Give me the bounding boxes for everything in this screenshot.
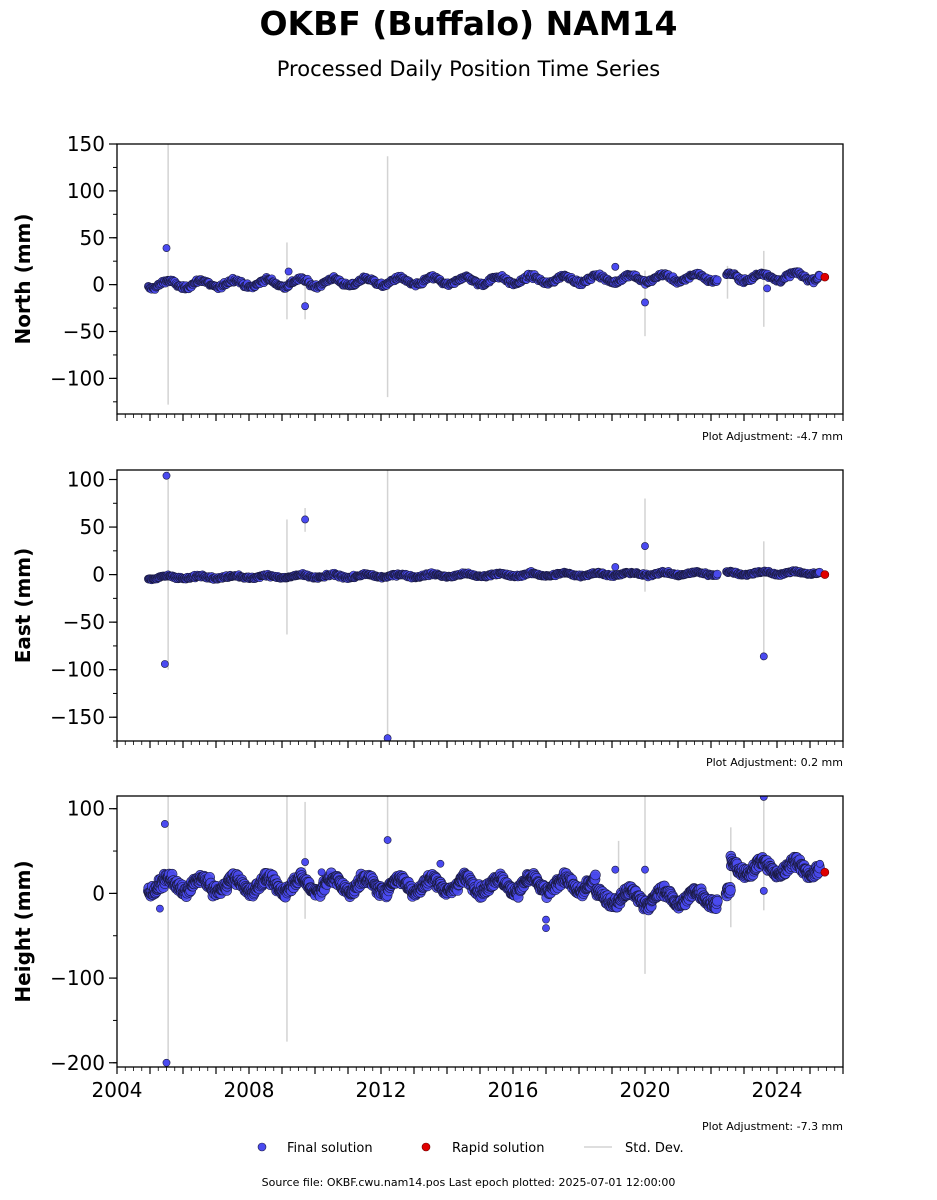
final-point-outlier [284, 267, 293, 276]
y-axis-label: Height (mm) [11, 860, 35, 1002]
final-point-outlier [160, 820, 169, 828]
final-point-outlier [160, 660, 169, 668]
chart-subtitle: Processed Daily Position Time Series [276, 57, 661, 81]
final-point [712, 895, 723, 907]
y-tick-label: 100 [67, 797, 105, 821]
y-tick-label: −100 [50, 366, 105, 390]
final-point-outlier [542, 924, 550, 933]
panel-0: 150 100 50 0 −50 −100 North (mm) Plot Adjustmen… [11, 132, 844, 443]
final-point-outlier [641, 298, 649, 307]
x-tick-label: 2004 [92, 1078, 143, 1102]
final-point-outlier [611, 865, 620, 874]
final-point-outlier [763, 284, 771, 293]
final-point-outlier [641, 542, 649, 550]
final-point-outlier [162, 471, 171, 480]
panel-frame [116, 795, 844, 1068]
x-tick-label: 2008 [224, 1078, 275, 1102]
final-point-outlier [611, 262, 620, 271]
final-point-outlier [759, 886, 768, 895]
x-tick-label: 2016 [488, 1078, 539, 1102]
legend-std-label: Std. Dev. [625, 1141, 684, 1156]
final-point-outlier [301, 515, 309, 524]
legend-final-marker [257, 1142, 267, 1152]
y-tick-label: 150 [67, 132, 105, 156]
x-tick-label: 2024 [752, 1078, 803, 1102]
final-point-outlier [641, 865, 649, 874]
y-tick-label: −150 [50, 705, 105, 729]
y-tick-label: −50 [63, 320, 105, 344]
y-tick-label: −100 [50, 658, 105, 682]
y-axis-label: North (mm) [11, 213, 35, 344]
final-point [725, 885, 736, 896]
plot-adjustment-label: Plot Adjustment: -4.7 mm [702, 430, 843, 443]
final-point-outlier [611, 563, 620, 571]
final-point-outlier [383, 836, 392, 844]
final-point-outlier [162, 1058, 171, 1067]
y-tick-label: 50 [80, 226, 105, 250]
rapid-point [820, 272, 830, 282]
final-point-outlier [162, 244, 171, 252]
final-point [712, 275, 722, 285]
y-tick-label: 100 [67, 179, 105, 203]
y-tick-label: −50 [63, 610, 105, 634]
x-tick-label: 2012 [356, 1078, 407, 1102]
legend-final-label: Final solution [287, 1141, 373, 1156]
final-point-outlier [155, 904, 164, 913]
panel-data-1 [144, 470, 830, 741]
panel-2: 100 0 −100 −200 2004 2008 2012 2016 2020 2024 Heig… [11, 795, 844, 1133]
rapid-point [820, 570, 830, 579]
final-point-outlier [436, 859, 445, 868]
x-tick-label: 2020 [620, 1078, 671, 1102]
source-footer: Source file: OKBF.cwu.nam14.pos Last epo… [261, 1176, 676, 1189]
final-point-outlier [542, 915, 550, 924]
final-point [712, 569, 722, 579]
y-tick-label: −200 [50, 1051, 105, 1075]
y-axis-label: East (mm) [11, 548, 35, 664]
y-tick-label: 0 [92, 881, 105, 905]
final-point-outlier [383, 734, 392, 741]
panel-1: 100 50 0 −50 −100 −150 East (mm) Plot Adjustmen… [11, 468, 844, 769]
final-point-outlier [759, 652, 768, 661]
rapid-point [820, 867, 830, 877]
plot-adjustment-label: Plot Adjustment: -7.3 mm [702, 1120, 843, 1133]
plot-adjustment-label: Plot Adjustment: 0.2 mm [706, 756, 843, 769]
legend: Final solution Rapid solution Std. Dev. [257, 1141, 684, 1156]
final-point [590, 869, 601, 881]
y-tick-label: −100 [50, 966, 105, 990]
final-point-outlier [816, 859, 824, 868]
legend-rapid-marker [421, 1142, 431, 1152]
final-point-outlier [301, 858, 309, 866]
y-tick-label: 50 [80, 515, 105, 539]
panel-data-0 [144, 144, 830, 405]
panel-frame [116, 469, 844, 742]
panel-data-2 [143, 796, 830, 1067]
final-point-outlier [759, 796, 768, 801]
final-point-outlier [301, 302, 309, 311]
y-tick-label: 0 [92, 563, 105, 587]
final-point-outlier [317, 868, 326, 877]
y-tick-label: 100 [67, 468, 105, 492]
chart-title: OKBF (Buffalo) NAM14 [259, 4, 678, 43]
y-tick-label: 0 [92, 273, 105, 297]
legend-rapid-label: Rapid solution [452, 1141, 544, 1156]
